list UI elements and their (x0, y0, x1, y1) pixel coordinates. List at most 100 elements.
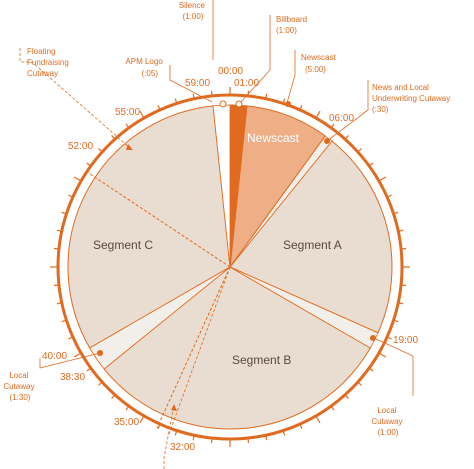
clock-tick (174, 98, 178, 104)
clock-tick (125, 123, 130, 129)
clock-tick (398, 302, 404, 305)
clock-tick (386, 194, 392, 198)
clock-tick (378, 352, 387, 358)
floating-cutaway-line-bottom (156, 266, 231, 429)
apm-logo-callout: APM Logo (:05) (125, 57, 165, 78)
clock-tick (139, 415, 145, 424)
billboard-callout: Billboard (1:00) (276, 15, 309, 35)
local-cutaway-left-callout: Local Cutaway (1:30) (3, 371, 36, 402)
local-cutaway-left-dot (97, 350, 103, 356)
clock-tick (73, 352, 82, 358)
clock-tick (157, 423, 161, 429)
clock-tick (368, 162, 374, 167)
billboard-dot (235, 100, 243, 108)
clock-tick (357, 148, 362, 153)
news-local-callout: News and Local Underwriting Cutaway (:30… (372, 83, 453, 114)
floating-leader (19, 48, 131, 149)
time-52-00: 52:00 (68, 141, 93, 152)
clock-tick (68, 194, 74, 198)
clock-tick (400, 247, 407, 250)
apm-logo-leader (169, 65, 213, 103)
local-cutaway-right-dot (370, 335, 376, 341)
time-00-00: 00:00 (218, 66, 243, 77)
clock-tick (299, 423, 303, 429)
clock-tick-marks (50, 87, 410, 447)
clock-tick (125, 405, 130, 411)
clock-tick (61, 319, 67, 323)
local-left-leader (39, 352, 101, 369)
time-59-00: 59:00 (185, 78, 210, 89)
clock-tick (139, 110, 145, 119)
clock-tick (174, 430, 178, 436)
clock-tick (265, 435, 268, 441)
time-40-00: 40:00 (42, 351, 67, 362)
clock-tick (157, 105, 161, 111)
clock-tick (393, 211, 399, 215)
segment-c-wedge (67, 105, 231, 349)
clock-tick (247, 437, 250, 444)
clock-tick (400, 284, 407, 287)
clock-tick (61, 211, 67, 215)
newscast-dot (285, 101, 291, 107)
clock-tick (86, 162, 92, 167)
clock-tick (330, 123, 335, 129)
clock-tick (53, 284, 60, 287)
time-19-00: 19:00 (393, 335, 418, 346)
clock-tick (192, 93, 195, 99)
billboard-leader (239, 15, 271, 104)
newscast-callout: Newscast (5:00) (301, 53, 338, 74)
local-right-leader (373, 337, 414, 396)
clock-tick (398, 229, 404, 232)
floating-bottom-leader (163, 404, 175, 469)
segment-c-label: Segment C (93, 238, 153, 252)
news-local-dot (324, 138, 330, 144)
silence-callout: Silence (1:00) (179, 1, 207, 21)
segment-b-label: Segment B (232, 353, 291, 367)
local-cutaway-left-wedge (89, 266, 231, 370)
silence-dot (219, 100, 227, 108)
newscast-segment-label: Newscast (247, 131, 300, 145)
time-55-00: 55:00 (115, 107, 140, 118)
news-local-leader (326, 80, 369, 142)
clock-tick (344, 135, 349, 140)
clock-tick (357, 381, 362, 386)
clock-tick (282, 430, 286, 436)
clock-tick (192, 435, 195, 441)
clock-tick (315, 415, 321, 424)
clock-tick (315, 110, 321, 119)
clock-tick (210, 90, 213, 97)
segment-a-label: Segment A (283, 238, 342, 252)
clock-tick (330, 405, 335, 411)
clock-tick (56, 229, 62, 232)
clock-tick (86, 367, 92, 372)
clock-tick (98, 381, 103, 386)
clock-tick (73, 176, 82, 182)
clock-tick (56, 302, 62, 305)
clock-tick (111, 394, 116, 399)
floating-cutaway-callout: Floating Fundraising Cutaway (27, 47, 71, 78)
clock-tick (344, 394, 349, 399)
newscast-leader (286, 50, 296, 104)
clock-tick (299, 105, 303, 111)
time-01-00: 01:00 (234, 78, 259, 89)
time-32-00: 32:00 (170, 442, 195, 453)
clock-tick (98, 148, 103, 153)
floating-cutaway-line-top (86, 171, 231, 268)
clock-tick (68, 336, 74, 340)
time-38-30: 38:30 (60, 372, 85, 383)
clock-tick (265, 93, 268, 99)
clock-tick (393, 319, 399, 323)
clock-tick (53, 247, 60, 250)
time-35-00: 35:00 (114, 417, 139, 428)
floating-arrowhead-top (126, 144, 133, 150)
local-cutaway-right-callout: Local Cutaway (1:00) (371, 406, 404, 437)
clock-tick (378, 176, 387, 182)
clock-tick (282, 98, 286, 104)
clock-tick (368, 367, 374, 372)
clock-tick (111, 135, 116, 140)
time-06-00: 06:00 (329, 113, 354, 124)
callout-leaders (19, 0, 414, 469)
segment-b-wedge (103, 266, 371, 430)
clock-tick (386, 336, 392, 340)
